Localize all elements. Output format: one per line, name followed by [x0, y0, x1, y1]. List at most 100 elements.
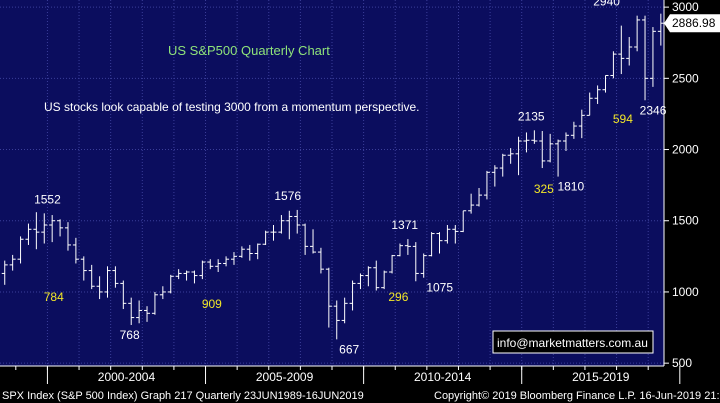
ohlc-bar [64, 222, 71, 251]
ohlc-bar [96, 276, 103, 300]
ohlc-bar [317, 247, 324, 274]
watermark-rect [492, 330, 654, 354]
y-tick-label: 500 [672, 356, 692, 370]
x-tick-label: 2015-2019 [572, 370, 630, 384]
ohlc-bar [112, 266, 119, 288]
ohlc-bar [420, 253, 427, 278]
ohlc-bar [389, 254, 396, 274]
ohlc-bar [570, 121, 577, 139]
ohlc-bar [310, 229, 317, 254]
ohlc-bar [626, 37, 633, 66]
ohlc-bar [483, 170, 490, 200]
ohlc-bar [333, 300, 340, 340]
ohlc-bar [349, 280, 356, 311]
ohlc-bar [491, 165, 498, 187]
annotation-label: 1810 [557, 180, 584, 194]
axis-background [664, 0, 720, 366]
annotation-label: 325 [534, 182, 554, 196]
annotation-label: 768 [120, 328, 140, 342]
ohlc-bar [476, 187, 483, 207]
ohlc-bar [72, 237, 79, 264]
annotation-label: 594 [613, 112, 633, 126]
chart-subtitle: US stocks look capable of testing 3000 f… [44, 100, 420, 114]
xaxis-background [0, 366, 720, 403]
chart-title: US S&P500 Quarterly Chart [168, 43, 330, 58]
ohlc-bar [57, 219, 64, 237]
last-price-label: 2886.98 [672, 16, 716, 30]
last-price-tag: 2886.98 [664, 14, 720, 33]
ohlc-bar [325, 267, 332, 328]
last-price-box [664, 14, 720, 33]
footer-left: SPX Index (S&P 500 Index) Graph 217 Quar… [2, 390, 364, 402]
ohlc-bar [80, 256, 87, 281]
ohlc-bar [594, 85, 601, 104]
ohlc-bar [254, 243, 261, 260]
annotation-label: 2346 [640, 103, 667, 117]
ohlc-bar [270, 225, 277, 241]
ohlc-bar [578, 109, 585, 139]
y-tick-label: 1000 [672, 285, 699, 299]
annotation-label: 667 [339, 342, 359, 356]
ohlc-bar [507, 148, 514, 164]
ohlc-bar [128, 297, 135, 325]
ohlc-bar [175, 269, 182, 280]
ohlc-bar [523, 132, 530, 153]
ohlc-bar [17, 236, 24, 264]
ohlc-bar [159, 286, 166, 300]
ohlc-bar [262, 230, 269, 245]
ohlc-bar [365, 266, 372, 287]
ohlc-bar [452, 225, 459, 244]
ohlc-bar [191, 270, 198, 284]
annotations: 1552 784 768 909 1576 667 1371 296 1075 2135 325 18… [34, 0, 667, 356]
ohlc-bar [341, 297, 348, 324]
annotation-label: 296 [388, 290, 408, 304]
ohlc-bar [286, 210, 293, 240]
ohlc-bar [555, 139, 562, 177]
ohlc-bar [25, 223, 32, 245]
ohlc-bar [120, 280, 127, 310]
ohlc-bar [151, 291, 158, 315]
y-axis: 500 1000 1500 2000 2500 3000 [663, 0, 699, 370]
grid-lines [0, 0, 664, 366]
x-tick-label: 2010-2014 [414, 370, 472, 384]
ohlc-bar [602, 74, 609, 93]
ohlc-bar [144, 306, 151, 322]
ohlc-bar [278, 215, 285, 234]
ohlc-bar [246, 244, 253, 261]
ohlc-bar [302, 223, 309, 255]
ohlc-bar [412, 242, 419, 282]
ohlc-bar [104, 266, 111, 298]
watermark-text: info@marketmatters.com.au [497, 336, 648, 350]
ohlc-bar [562, 132, 569, 151]
annotation-label: 909 [202, 297, 222, 311]
ohlc-bar [223, 256, 230, 267]
ohlc-bar [436, 232, 443, 254]
y-tick-label: 1500 [672, 214, 699, 228]
ohlc-bars [1, 13, 664, 340]
ohlc-bar [499, 153, 506, 177]
annotation-label: 784 [44, 290, 64, 304]
y-tick-label: 2500 [672, 71, 699, 85]
ohlc-bar [610, 51, 617, 79]
ohlc-bar [9, 254, 16, 271]
ohlc-bar [396, 243, 403, 257]
x-tick-label: 2005-2009 [256, 370, 314, 384]
annotation-label: 1371 [391, 218, 418, 232]
ohlc-bar [468, 193, 475, 214]
annotation-label: 1552 [34, 192, 61, 206]
annotation-label: 2940 [593, 0, 620, 9]
ohlc-bar [547, 133, 554, 163]
ohlc-bar [238, 246, 245, 258]
watermark-box: info@marketmatters.com.au [492, 330, 654, 354]
y-tick-label: 3000 [672, 0, 699, 14]
ohlc-bar [642, 15, 649, 101]
ohlc-bar [183, 270, 190, 281]
ohlc-bar [215, 259, 222, 273]
ohlc-bar [230, 252, 237, 265]
ohlc-bar [199, 260, 206, 280]
ohlc-bar [49, 215, 56, 243]
ohlc-bar [1, 260, 8, 285]
ohlc-bar [618, 25, 625, 75]
ohlc-bar [373, 260, 380, 291]
